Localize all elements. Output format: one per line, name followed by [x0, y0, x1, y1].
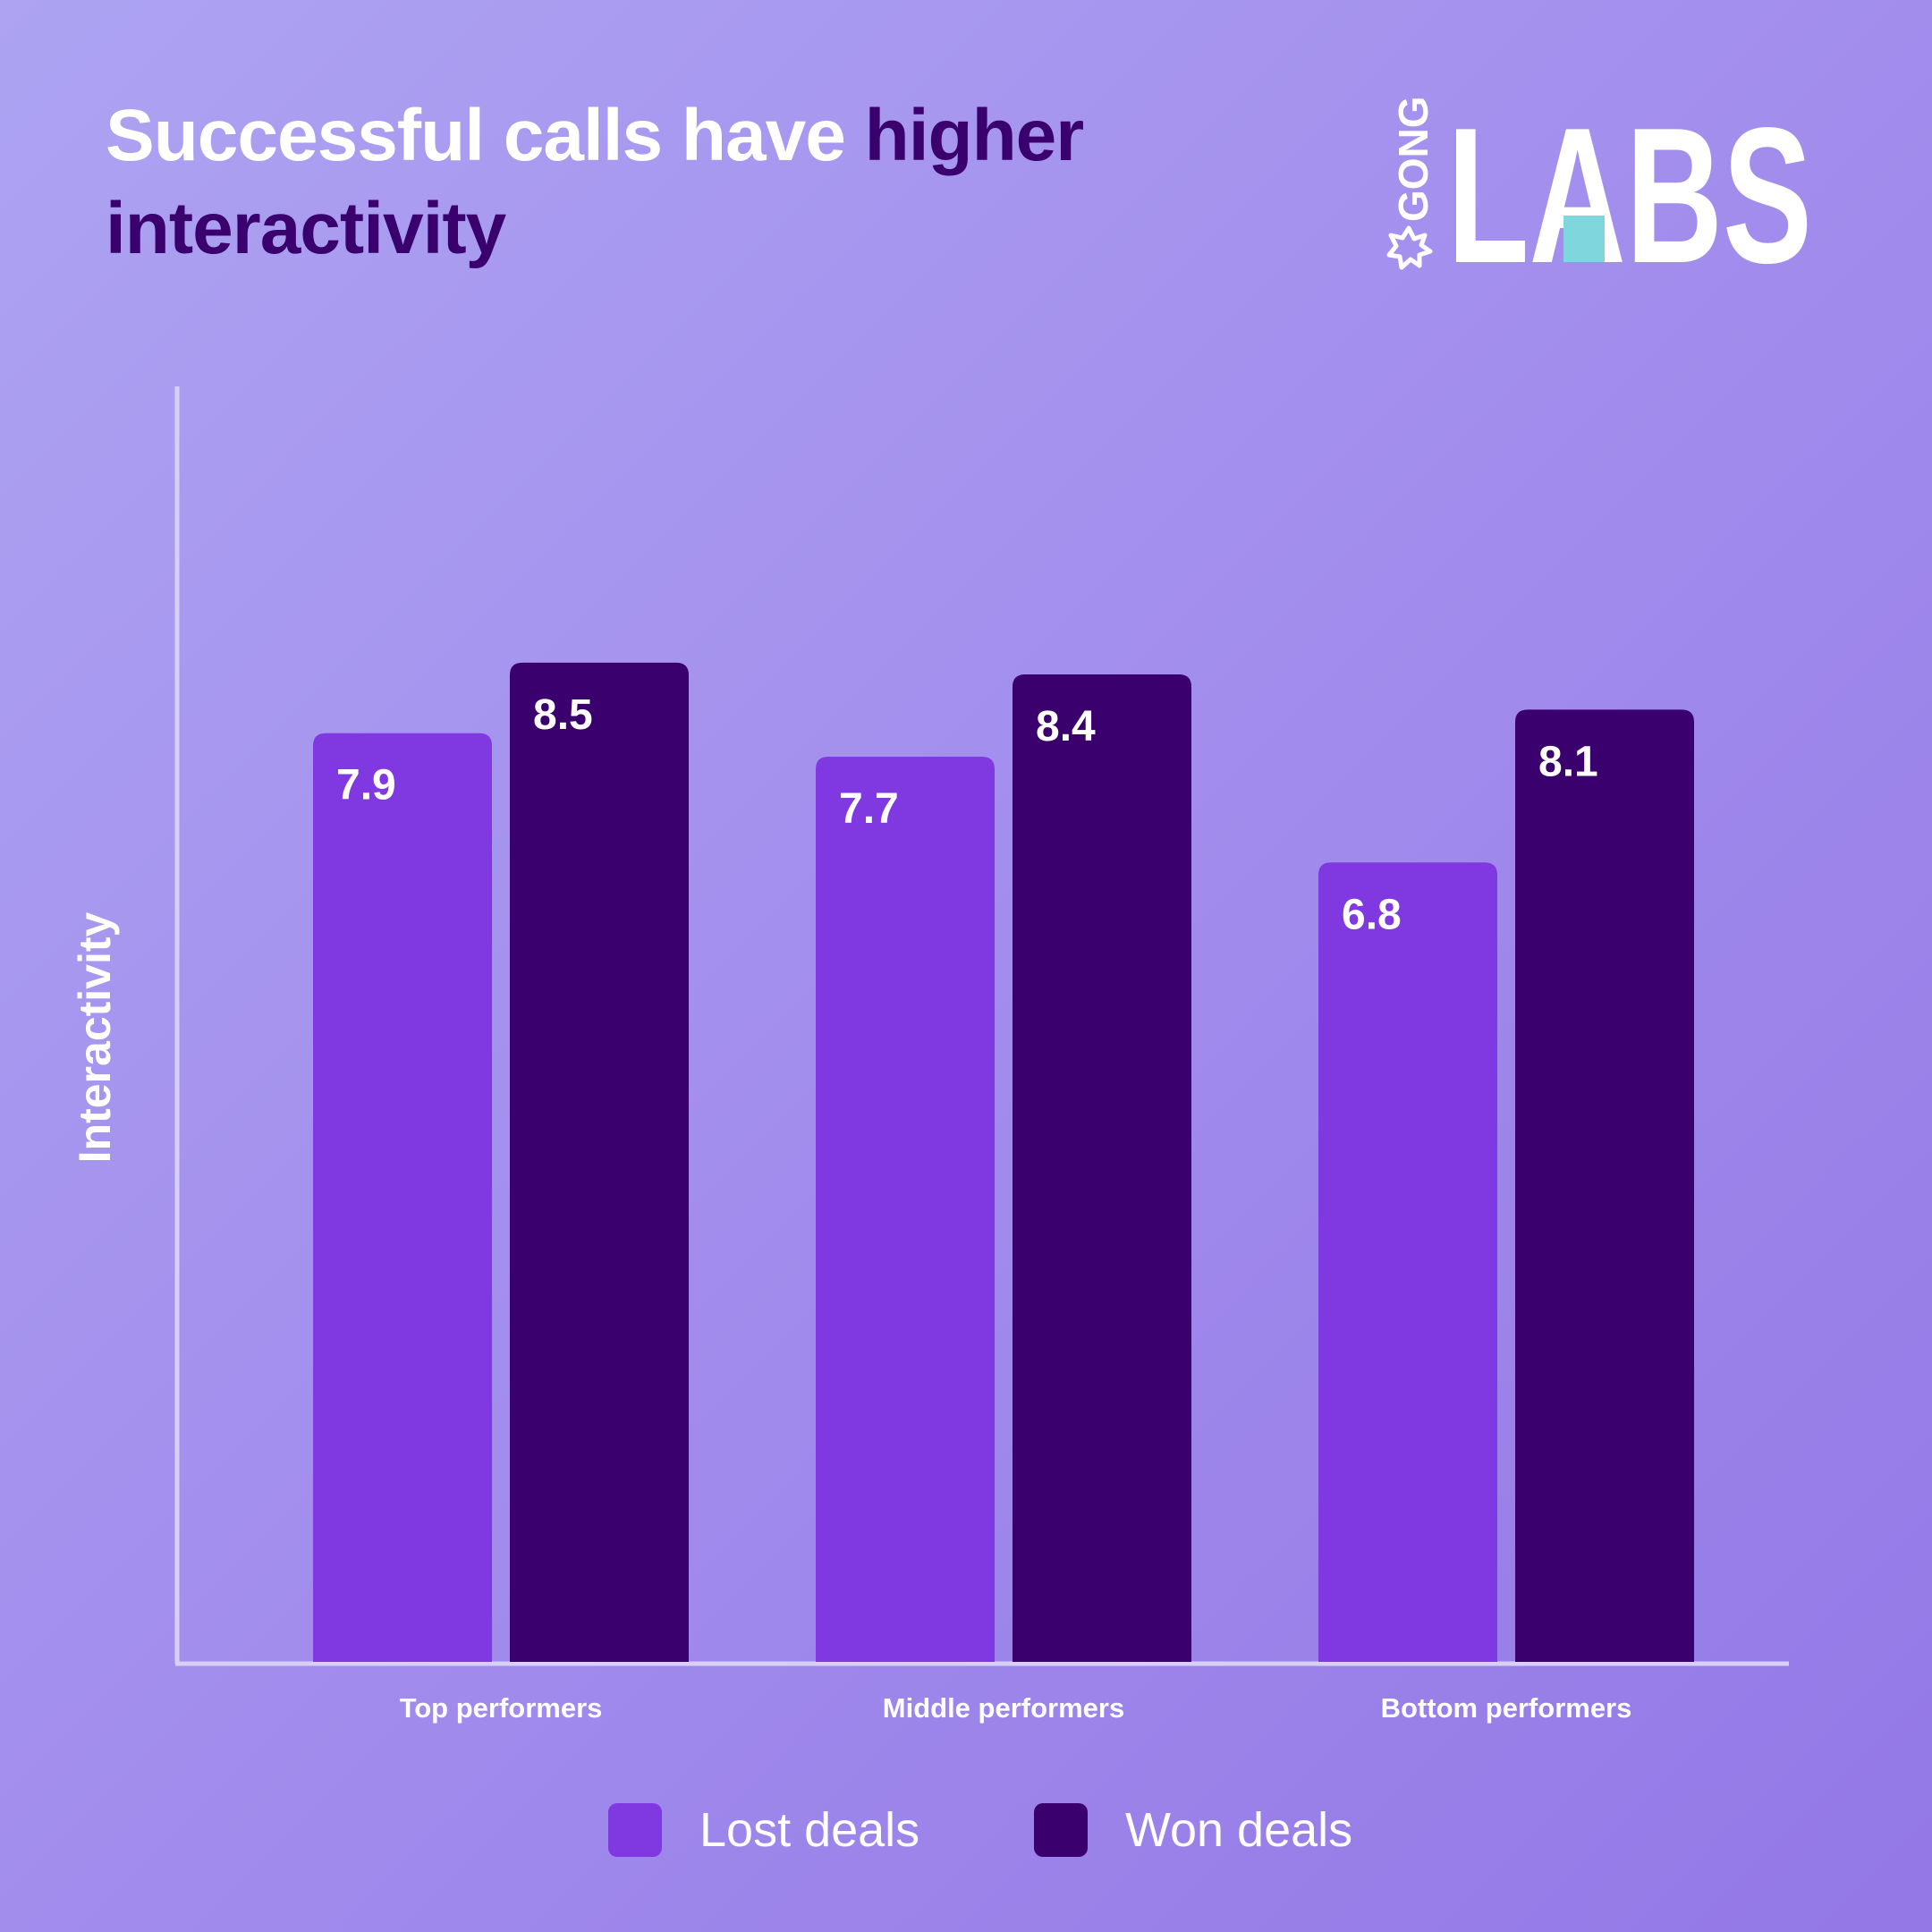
legend-swatch-lost [608, 1803, 662, 1857]
data-label-won-deals-middle-performers: 8.4 [1036, 703, 1096, 750]
legend: Lost deals Won deals [0, 1801, 1932, 1857]
title-highlight: higher interactivity [106, 95, 1084, 269]
data-label-lost-deals-top-performers: 7.9 [336, 762, 396, 809]
data-label-won-deals-top-performers: 8.5 [533, 691, 593, 739]
bar-won-deals-middle-performers [1013, 674, 1191, 1662]
bar-won-deals-bottom-performers [1515, 709, 1694, 1662]
x-tick-middle-performers: Middle performers [883, 1692, 1124, 1724]
legend-label-won: Won deals [1125, 1803, 1353, 1857]
legend-swatch-won [1034, 1803, 1088, 1857]
chart-title: Successful calls have higher interactivi… [106, 89, 1224, 275]
bar-lost-deals-top-performers [313, 733, 492, 1662]
burst-icon [1386, 225, 1433, 270]
gong-labs-logo: GONG LABS [1386, 98, 1812, 277]
logo-big-text: LABS [1447, 98, 1812, 277]
data-label-lost-deals-middle-performers: 7.7 [839, 785, 899, 833]
bar-lost-deals-middle-performers [816, 757, 995, 1662]
logo-accent [1563, 216, 1605, 262]
title-text: Successful calls have [106, 95, 865, 176]
legend-label-lost: Lost deals [699, 1803, 920, 1857]
data-label-won-deals-bottom-performers: 8.1 [1538, 738, 1598, 785]
x-tick-bottom-performers: Bottom performers [1381, 1692, 1632, 1724]
x-tick-top-performers: Top performers [400, 1692, 603, 1724]
data-label-lost-deals-bottom-performers: 6.8 [1342, 891, 1402, 938]
bar-won-deals-top-performers [510, 662, 689, 1662]
bar-lost-deals-bottom-performers [1318, 862, 1497, 1662]
logo-small-text: GONG [1390, 98, 1436, 222]
